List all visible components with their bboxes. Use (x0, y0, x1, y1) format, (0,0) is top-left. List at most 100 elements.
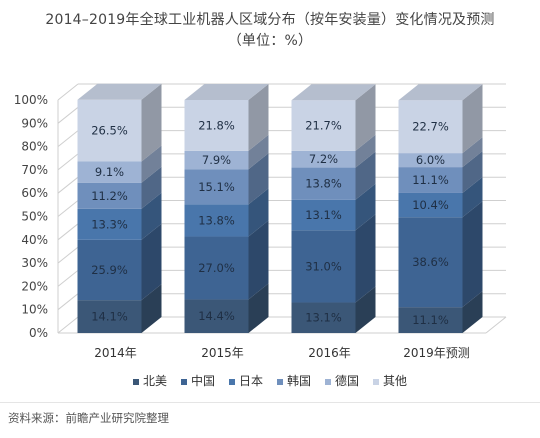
bars-layer (77, 83, 483, 333)
bar-side (248, 188, 269, 237)
legend-label: 中国 (190, 374, 215, 388)
data-label: 13.8% (198, 213, 235, 227)
bar-side (355, 286, 376, 333)
x-tick-label: 2016年 (308, 346, 351, 360)
data-label: 13.1% (305, 311, 342, 325)
bar-segment (77, 239, 142, 301)
grid-slant (57, 176, 79, 194)
y-tick-label: 60% (21, 186, 48, 200)
bar-side (248, 153, 269, 205)
data-label: 21.7% (305, 119, 342, 133)
bar-segment (77, 300, 142, 333)
bar-side (248, 220, 269, 300)
data-label: 7.9% (202, 153, 231, 167)
bar-segment (77, 99, 142, 162)
legend-item: 日本 (228, 372, 263, 389)
grid-slant (57, 270, 79, 287)
grid-slant (57, 200, 79, 217)
labels-layer: 14.1% 25.9% 13.3% 11.2% 9.1% 26.5% 2014年 14.4% 2… (91, 118, 470, 360)
grid-slant (57, 83, 79, 101)
bar-segment (398, 217, 463, 308)
legend-item: 其他 (373, 372, 407, 389)
bar-side (355, 84, 376, 151)
data-label: 13.3% (91, 217, 128, 231)
x-tick-label: 2014年 (94, 346, 137, 360)
legend-label: 韩国 (287, 374, 312, 388)
legend-item: 韩国 (277, 372, 311, 389)
y-tick-label: 20% (21, 279, 48, 293)
legend-swatch (132, 378, 139, 385)
grid-slant (57, 293, 79, 311)
y-tick-label: 90% (21, 116, 48, 130)
bar-top (398, 84, 483, 101)
y-tick-label: 70% (21, 163, 48, 177)
legend-swatch (373, 378, 380, 385)
y-tick-label: 50% (21, 210, 48, 224)
bar-side (141, 192, 162, 240)
bar-segment (398, 192, 463, 218)
bar-segment (291, 199, 356, 231)
data-label: 10.4% (412, 198, 449, 212)
y-tick-label: 80% (21, 140, 48, 154)
data-label: 21.8% (198, 118, 235, 132)
data-label: 11.1% (412, 313, 449, 327)
bar-side (141, 166, 162, 209)
data-label: 6.0% (416, 153, 445, 167)
bar-side (355, 183, 376, 231)
bar-side (355, 214, 376, 303)
bar-segment (184, 299, 249, 333)
data-label: 11.2% (91, 189, 128, 203)
data-label: 14.4% (198, 309, 235, 323)
data-label: 13.1% (305, 208, 342, 222)
data-label: 22.7% (412, 120, 449, 134)
bar-side (141, 284, 162, 333)
y-tick-label: 0% (29, 326, 48, 340)
data-label: 26.5% (91, 124, 128, 138)
chart-title: 2014–2019年全球工业机器人区域分布（按年安装量）变化情况及预测 (45, 12, 495, 28)
grid-slant (57, 106, 79, 124)
y-tick-label: 100% (14, 93, 48, 107)
bar-top (77, 83, 162, 100)
grid-slant (57, 316, 79, 334)
bar-segment (77, 208, 142, 240)
data-label: 25.9% (91, 263, 128, 277)
bar-segment (398, 153, 463, 168)
chart-unit-subtitle: （单位：%） (227, 33, 313, 49)
chart-legend: 北美 中国 日本 韩国 德国 其他 (0, 372, 540, 389)
divider (0, 402, 540, 403)
bar-segment (291, 167, 356, 200)
bar-segment (184, 100, 249, 151)
bar-side (141, 83, 162, 162)
y-tick-label: 10% (21, 303, 48, 317)
bar-side (462, 151, 483, 193)
bar-side (462, 84, 483, 154)
bar-segment (291, 150, 356, 168)
legend-swatch (228, 378, 235, 385)
bar-side (248, 134, 269, 170)
legend-label: 日本 (238, 374, 263, 388)
bar-side (248, 84, 269, 151)
data-label: 15.1% (198, 180, 235, 194)
data-label: 27.0% (198, 261, 235, 275)
bar-side (355, 134, 376, 168)
y-tick-label: 40% (21, 233, 48, 247)
bar-segment (398, 100, 463, 154)
bar-segment (184, 169, 249, 205)
data-label: 11.1% (412, 173, 449, 187)
bar-segment (184, 236, 249, 300)
bar-side (462, 201, 483, 308)
grid-slant (57, 223, 79, 241)
bar-side (462, 137, 483, 168)
bar-top (184, 84, 269, 100)
data-label: 14.1% (91, 310, 128, 324)
bar-side (462, 291, 483, 333)
x-tick-label: 2019年预测 (403, 346, 470, 360)
floor-edge (485, 316, 507, 334)
grid-slant (57, 153, 79, 171)
legend-item: 德国 (325, 372, 359, 389)
legend-item: 北美 (132, 372, 167, 389)
legend-swatch (180, 378, 187, 385)
legend-label: 德国 (335, 374, 360, 388)
y-tick-label: 30% (21, 256, 48, 270)
